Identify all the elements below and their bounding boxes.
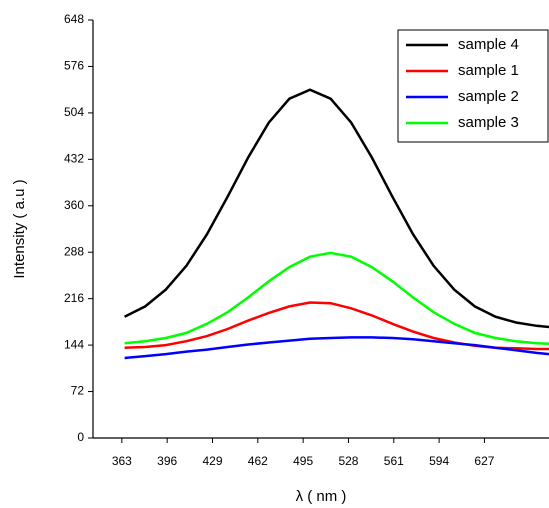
- x-tick-label: 363: [112, 454, 132, 468]
- y-tick-label: 72: [71, 384, 85, 398]
- x-tick-label: 627: [474, 454, 494, 468]
- y-tick-label: 432: [64, 152, 84, 166]
- y-tick-label: 144: [64, 337, 84, 351]
- data-line: [124, 301, 549, 351]
- legend-label: sample 3: [458, 114, 519, 131]
- y-tick-label: 504: [64, 105, 84, 119]
- x-tick-label: 495: [293, 454, 313, 468]
- legend-label: sample 4: [458, 36, 519, 53]
- data-line: [124, 251, 549, 346]
- y-tick-label: 0: [77, 430, 84, 444]
- y-axis-title: Intensity ( a.u ): [11, 179, 28, 278]
- y-tick-label: 288: [64, 244, 84, 258]
- y-tick-label: 648: [64, 12, 84, 26]
- x-tick-label: 396: [157, 454, 177, 468]
- x-tick-label: 594: [429, 454, 449, 468]
- x-tick-label: 462: [248, 454, 268, 468]
- data-line: [124, 336, 549, 360]
- data-line: [124, 88, 549, 329]
- x-axis-title: λ ( nm ): [296, 488, 347, 505]
- x-tick-label: 561: [384, 454, 404, 468]
- y-tick-label: 576: [64, 59, 84, 73]
- x-tick-label: 429: [202, 454, 222, 468]
- legend-label: sample 1: [458, 62, 519, 79]
- x-tick-label: 528: [338, 454, 358, 468]
- y-tick-label: 360: [64, 198, 84, 212]
- legend-label: sample 2: [458, 88, 519, 105]
- y-tick-label: 216: [64, 291, 84, 305]
